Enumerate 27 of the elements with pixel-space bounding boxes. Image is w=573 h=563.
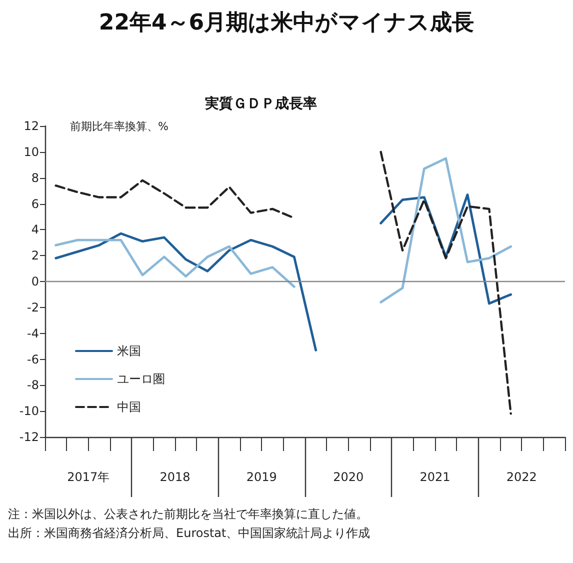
y-tick-label: 2 [31,248,39,263]
text: 出所：米国商務省経済分析局、Eurostat、中国国家統計局より作成 [8,526,370,540]
chart-subtitle: 実質ＧＤＰ成長率 [205,95,317,112]
y-tick-label: -6 [27,352,39,366]
legend-label: ユーロ圏 [117,372,165,386]
y-tick-label: 10 [24,144,39,159]
y-tick-label: -8 [27,378,39,392]
y-tick-label: 12 [24,119,39,133]
y-tick-label: -12 [19,430,39,444]
y-tick-label: -10 [19,404,39,418]
text: 注：米国以外は、公表された前期比を当社で年率換算に直した値。 [8,507,368,521]
legend-label: 米国 [117,344,141,358]
y-tick-label: -2 [27,300,39,314]
y-tick-label: -4 [27,326,39,340]
x-tick-label: 2020 [333,470,364,484]
x-tick-label: 2017年 [67,470,110,484]
x-tick-label: 2021 [420,470,450,484]
legend-label: 中国 [117,400,141,414]
y-axis-title: 前期比年率換算、% [70,120,168,133]
x-tick-label: 2018 [160,470,190,484]
y-tick-label: 4 [31,222,39,237]
chart-title: 22年4～6月期は米中がマイナス成長 [98,10,474,36]
x-tick-label: 2019 [246,470,277,484]
y-tick-label: 0 [31,274,39,288]
y-tick-label: 8 [31,170,39,185]
x-tick-label: 2022 [506,470,537,484]
y-tick-label: 6 [31,196,39,211]
